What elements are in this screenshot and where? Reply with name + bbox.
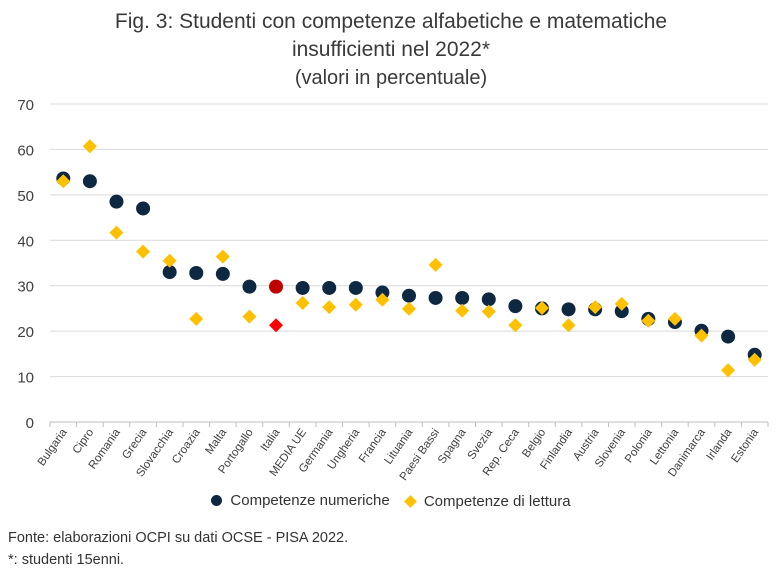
- x-tick-label: Bulgaria: [36, 426, 70, 468]
- y-tick-label: 30: [17, 279, 34, 296]
- point-numeriche-paesi-bassi: [428, 290, 443, 305]
- x-tick-label: Croazia: [170, 426, 203, 466]
- point-lettura-belgio: [534, 300, 549, 315]
- point-numeriche-svezia: [481, 292, 496, 307]
- point-lettura-finlandia: [561, 318, 576, 333]
- point-lettura-grecia: [136, 244, 151, 259]
- point-lettura-danimarca: [694, 328, 709, 343]
- point-numeriche-media-ue: [295, 280, 310, 295]
- y-tick-label: 50: [17, 188, 34, 205]
- legend-label-lettura: Competenze di lettura: [423, 493, 571, 510]
- y-tick-label: 10: [17, 370, 34, 387]
- point-numeriche-grecia: [136, 201, 151, 216]
- point-lettura-irlanda: [721, 363, 736, 378]
- point-numeriche-portogallo: [242, 279, 257, 294]
- point-numeriche-romania: [109, 194, 124, 209]
- y-tick-label: 70: [17, 97, 34, 114]
- y-tick-label: 0: [26, 415, 34, 432]
- point-lettura-italia: [269, 318, 284, 333]
- point-lettura-francia: [375, 292, 390, 307]
- point-numeriche-malta: [215, 266, 230, 281]
- x-tick-label: Italia: [259, 426, 283, 453]
- point-numeriche-cipro: [82, 174, 97, 189]
- point-lettura-portogallo: [242, 309, 257, 324]
- point-lettura-germania: [322, 300, 337, 315]
- y-tick-label: 40: [17, 233, 34, 250]
- point-numeriche-ungheria: [348, 280, 363, 295]
- chart-title-block: Fig. 3: Studenti con competenze alfabeti…: [0, 8, 782, 92]
- point-lettura-malta: [215, 249, 230, 264]
- chart-title-line-1: Fig. 3: Studenti con competenze alfabeti…: [114, 10, 668, 33]
- footnote-note: *: studenti 15enni.: [8, 552, 125, 568]
- point-lettura-bulgaria: [56, 174, 71, 189]
- point-numeriche-slovacchia: [162, 265, 177, 280]
- x-tick-label: Malta: [203, 426, 229, 456]
- legend-item-numeriche: Competenze numeriche: [211, 492, 390, 509]
- point-lettura-spagna: [455, 303, 470, 318]
- point-lettura-croazia: [189, 311, 204, 326]
- point-lettura-slovacchia: [162, 253, 177, 268]
- point-lettura-cipro: [82, 139, 97, 154]
- point-lettura-lituania: [402, 301, 416, 316]
- point-numeriche-francia: [375, 285, 390, 300]
- point-numeriche-croazia: [189, 265, 204, 280]
- footnote-source: Fonte: elaborazioni OCPI su dati OCSE - …: [8, 530, 349, 546]
- point-numeriche-spagna: [455, 290, 470, 305]
- chart-subtitle: (valori in percentuale): [294, 67, 488, 89]
- point-numeriche-rep-ceca: [508, 299, 523, 314]
- legend-item-lettura: Competenze di lettura: [403, 493, 571, 510]
- x-tick-label: Spagna: [436, 426, 469, 466]
- point-numeriche-italia: [269, 279, 284, 294]
- point-numeriche-slovenia: [614, 304, 629, 319]
- legend-circle-marker: [211, 495, 223, 506]
- x-tick-label: Estonia: [729, 426, 761, 465]
- point-lettura-polonia: [641, 313, 656, 328]
- point-lettura-media-ue: [295, 295, 310, 310]
- legend-diamond-marker: [403, 495, 417, 508]
- x-tick-label: Belgio: [520, 427, 548, 460]
- point-lettura-romania: [109, 225, 124, 240]
- point-lettura-svezia: [481, 304, 496, 319]
- point-numeriche-lituania: [402, 288, 416, 303]
- chart-title-line-2: insufficienti nel 2022*: [291, 38, 491, 61]
- point-lettura-slovenia: [614, 296, 629, 311]
- point-lettura-rep-ceca: [508, 318, 523, 333]
- point-lettura-paesi-bassi: [428, 257, 443, 272]
- point-lettura-ungheria: [348, 297, 363, 312]
- y-tick-label: 60: [17, 142, 34, 159]
- point-numeriche-finlandia: [561, 302, 576, 317]
- point-numeriche-germania: [322, 280, 337, 295]
- point-lettura-estonia: [747, 352, 762, 367]
- y-tick-label: 20: [17, 324, 34, 341]
- x-tick-label: Cipro: [71, 427, 97, 456]
- legend-label-numeriche: Competenze numeriche: [230, 492, 390, 509]
- point-lettura-lettonia: [667, 311, 682, 326]
- point-lettura-austria: [588, 300, 603, 315]
- chart-legend: Competenze numeriche Competenze di lettu…: [0, 492, 782, 510]
- point-numeriche-irlanda: [721, 329, 736, 344]
